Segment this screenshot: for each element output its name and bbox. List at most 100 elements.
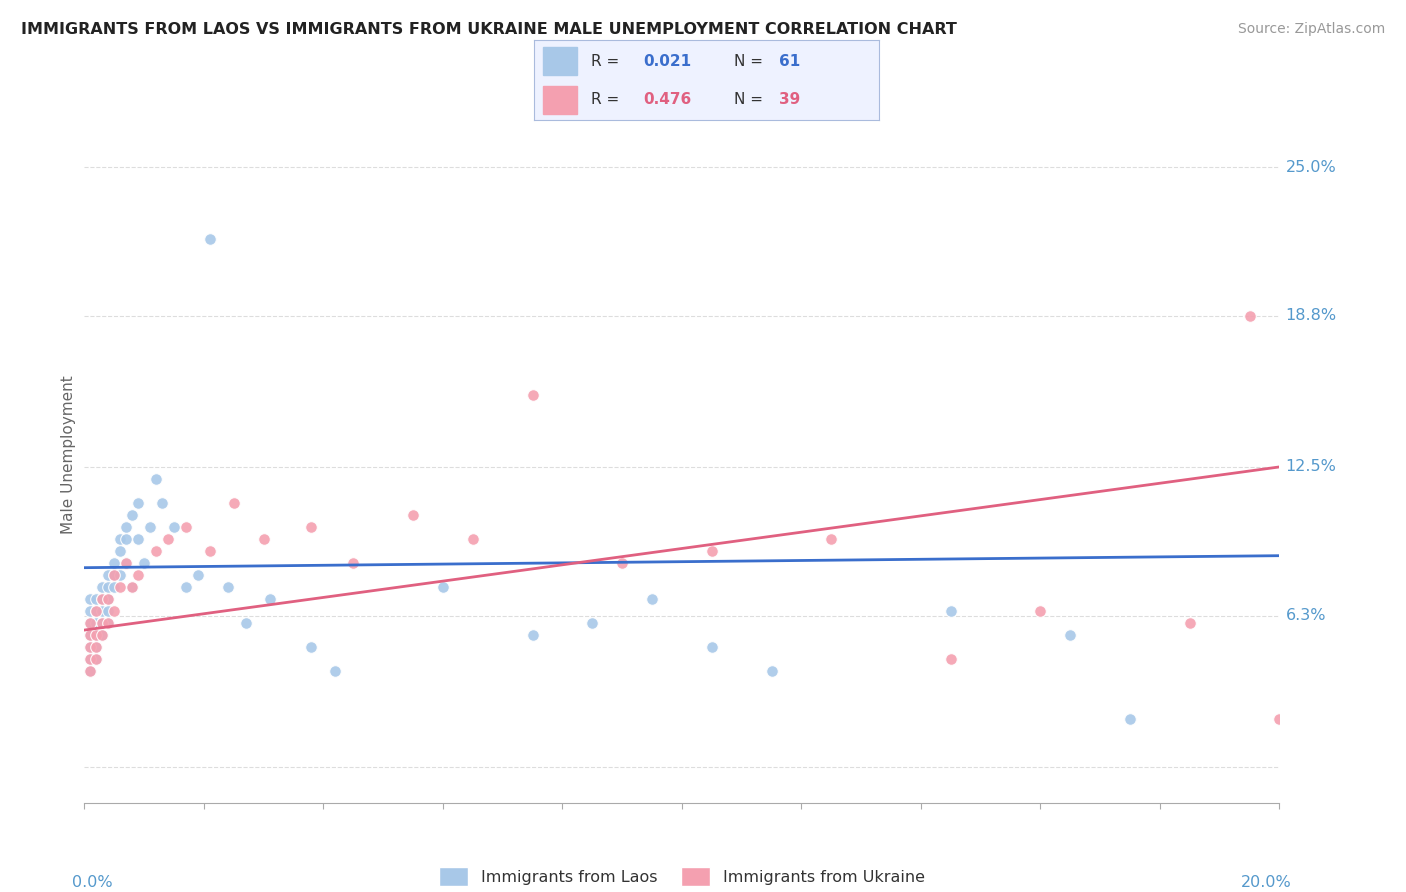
Point <box>79 664 101 678</box>
Text: N =: N = <box>734 92 763 107</box>
Point <box>91 604 114 618</box>
Point <box>86 652 108 666</box>
Point <box>115 532 138 546</box>
Point <box>700 640 723 654</box>
Point <box>91 591 114 606</box>
Point <box>79 628 101 642</box>
Point <box>79 615 101 630</box>
Point <box>217 580 239 594</box>
Point <box>132 556 156 570</box>
Point <box>1059 628 1081 642</box>
Point <box>91 628 114 642</box>
Point <box>461 532 484 546</box>
Point <box>121 580 143 594</box>
Point <box>97 591 120 606</box>
Point <box>700 544 723 558</box>
Point <box>121 580 143 594</box>
Point <box>939 652 962 666</box>
Point <box>145 472 167 486</box>
Point <box>103 580 125 594</box>
Point <box>86 628 108 642</box>
Text: 61: 61 <box>779 54 800 69</box>
Point <box>91 580 114 594</box>
Point <box>1239 309 1261 323</box>
Point <box>86 628 108 642</box>
Point <box>522 628 544 642</box>
Point <box>86 628 108 642</box>
Point <box>157 532 180 546</box>
Point <box>79 640 101 654</box>
Point <box>110 580 132 594</box>
Text: IMMIGRANTS FROM LAOS VS IMMIGRANTS FROM UKRAINE MALE UNEMPLOYMENT CORRELATION CH: IMMIGRANTS FROM LAOS VS IMMIGRANTS FROM … <box>21 22 957 37</box>
Point <box>174 580 197 594</box>
Point <box>127 567 149 582</box>
Text: 0.476: 0.476 <box>643 92 690 107</box>
Point <box>222 496 245 510</box>
Point <box>103 556 125 570</box>
Point <box>110 532 132 546</box>
Point <box>91 628 114 642</box>
Point <box>761 664 783 678</box>
Point <box>115 556 138 570</box>
Point <box>103 604 125 618</box>
Point <box>91 591 114 606</box>
Point <box>301 520 323 534</box>
Point <box>187 567 209 582</box>
Point <box>79 664 101 678</box>
Point <box>79 591 101 606</box>
Point <box>323 664 347 678</box>
Point <box>79 628 101 642</box>
Point <box>581 615 603 630</box>
Point <box>198 232 221 246</box>
Point <box>121 508 143 522</box>
Text: 6.3%: 6.3% <box>1285 608 1326 624</box>
Point <box>522 388 544 402</box>
Point <box>110 544 132 558</box>
Point <box>86 591 108 606</box>
Point <box>91 615 114 630</box>
Point <box>259 591 281 606</box>
Text: 0.0%: 0.0% <box>73 875 112 890</box>
Text: 12.5%: 12.5% <box>1285 459 1336 475</box>
Point <box>139 520 162 534</box>
Point <box>198 544 221 558</box>
Point <box>97 567 120 582</box>
Point <box>939 604 962 618</box>
Text: 39: 39 <box>779 92 800 107</box>
Point <box>115 556 138 570</box>
Point <box>1268 712 1291 726</box>
Point <box>86 615 108 630</box>
Point <box>115 520 138 534</box>
Point <box>103 567 125 582</box>
Point <box>79 652 101 666</box>
Point <box>97 591 120 606</box>
Point <box>86 604 108 618</box>
Point <box>91 615 114 630</box>
Point <box>110 567 132 582</box>
Point <box>1178 615 1201 630</box>
Point <box>1119 712 1142 726</box>
Point <box>79 640 101 654</box>
Bar <box>543 46 578 75</box>
Point <box>79 628 101 642</box>
Point <box>79 652 101 666</box>
Point <box>86 604 108 618</box>
Legend: Immigrants from Laos, Immigrants from Ukraine: Immigrants from Laos, Immigrants from Uk… <box>433 861 931 892</box>
Bar <box>543 86 578 114</box>
Point <box>103 567 125 582</box>
Point <box>163 520 186 534</box>
Point <box>145 544 167 558</box>
Point <box>86 640 108 654</box>
Text: R =: R = <box>591 54 620 69</box>
Point <box>127 496 149 510</box>
Point <box>402 508 425 522</box>
Text: 25.0%: 25.0% <box>1285 160 1336 175</box>
Point <box>86 640 108 654</box>
Point <box>301 640 323 654</box>
Point <box>97 580 120 594</box>
Point <box>97 604 120 618</box>
Point <box>253 532 276 546</box>
Point <box>610 556 633 570</box>
Point <box>79 615 101 630</box>
Text: R =: R = <box>591 92 620 107</box>
